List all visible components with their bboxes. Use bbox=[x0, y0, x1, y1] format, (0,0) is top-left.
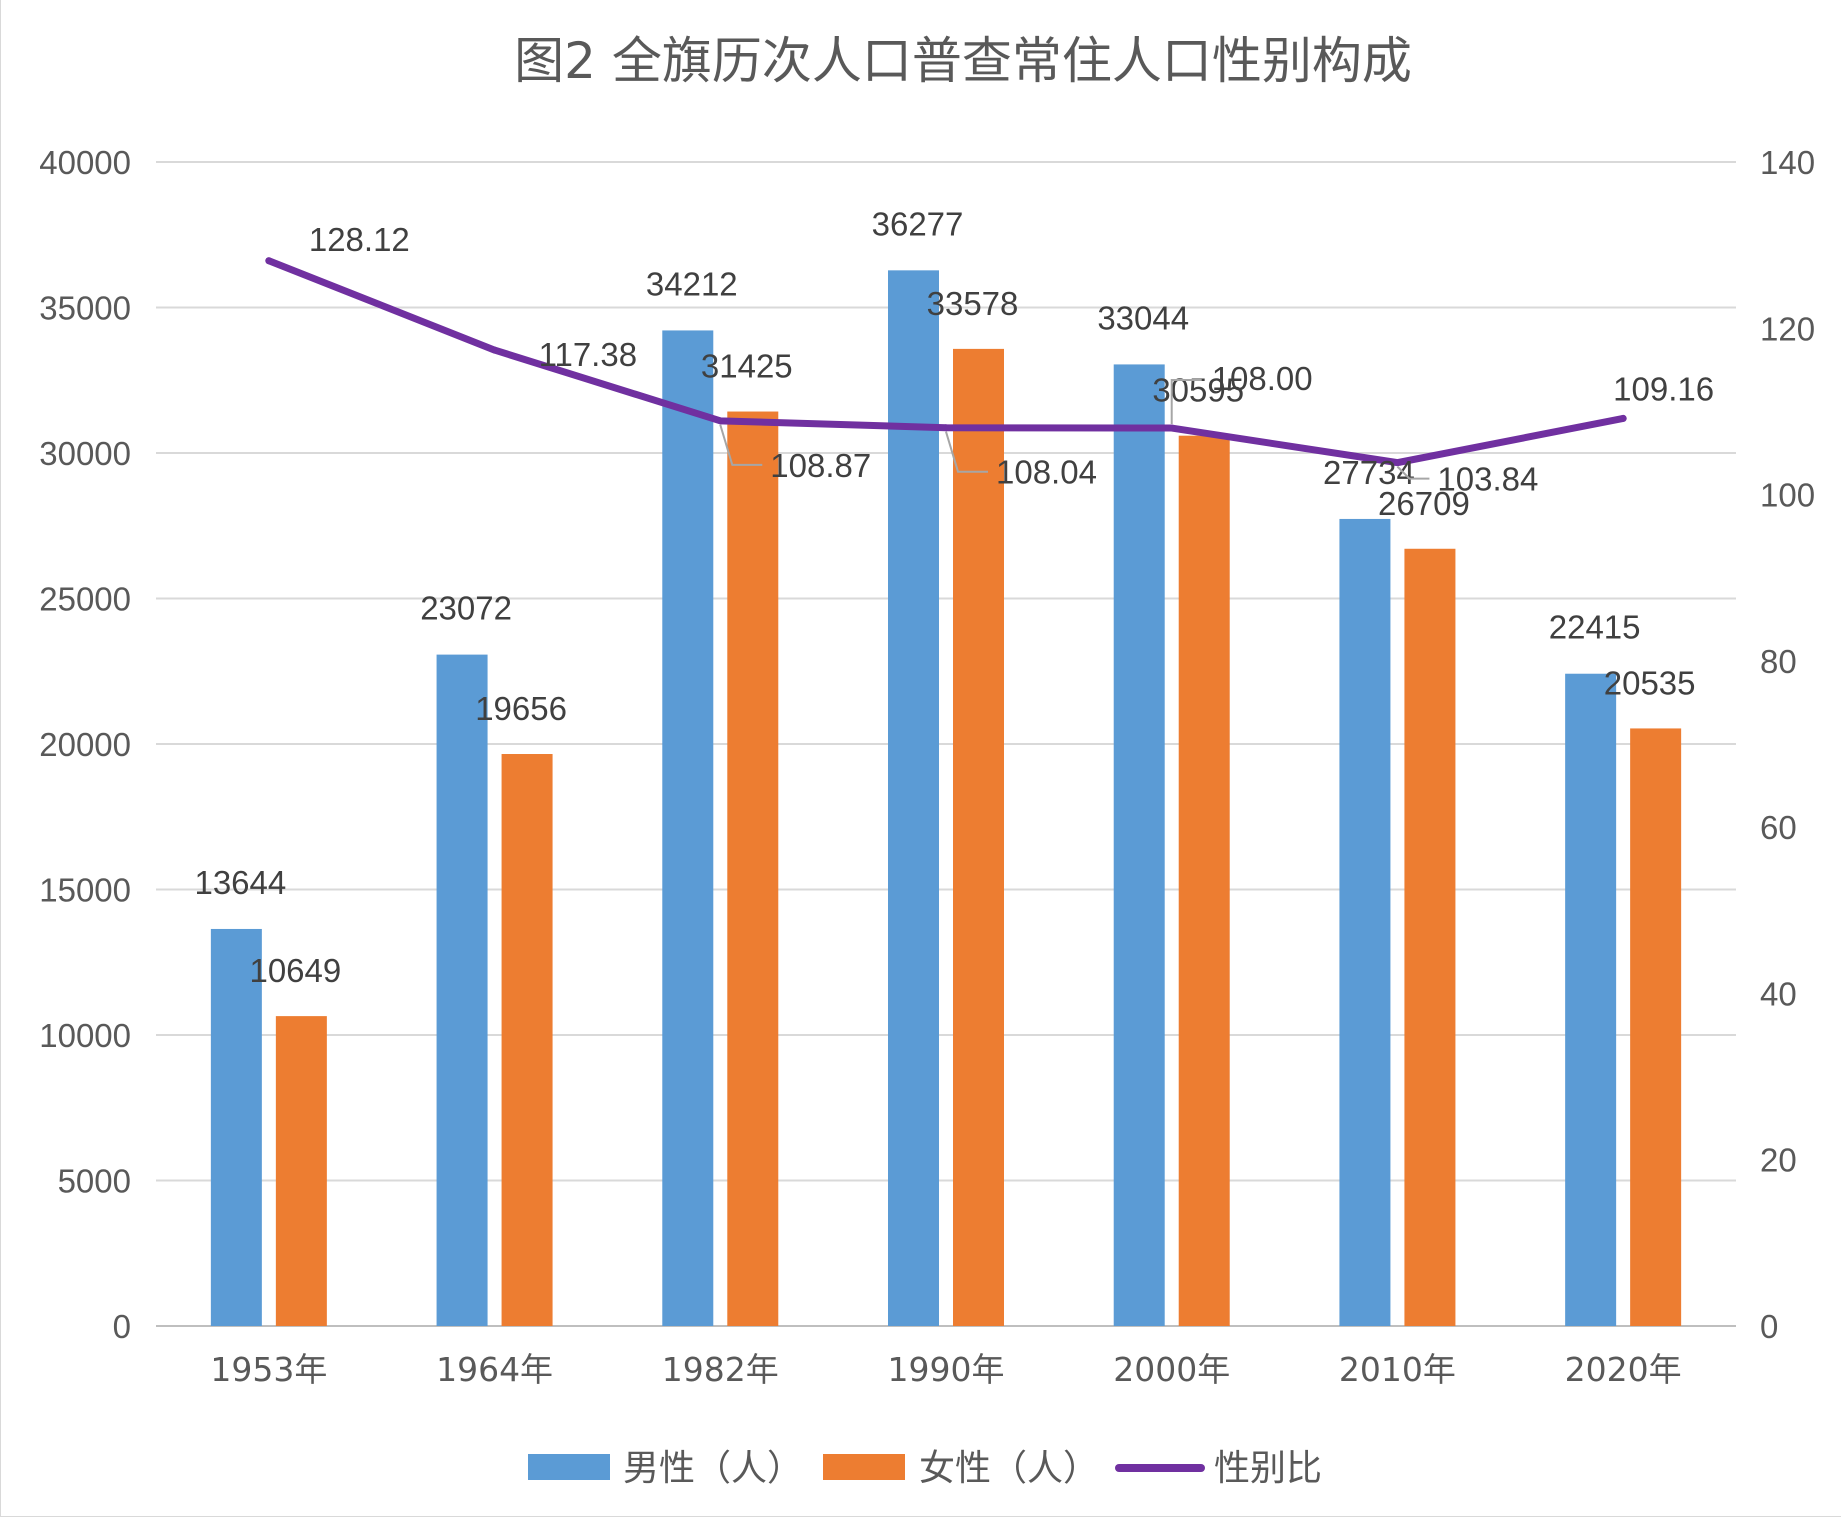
legend-label-female: 女性（人） bbox=[919, 1448, 1099, 1489]
male-data-label: 36277 bbox=[872, 205, 964, 242]
data-labels: 13644 10649 23072 19656 34212 31425 36277 33578… bbox=[194, 205, 1714, 989]
left-tick-label: 0 bbox=[113, 1308, 131, 1345]
ratio-data-label: 108.04 bbox=[996, 454, 1097, 491]
ratio-data-label: 103.84 bbox=[1437, 461, 1538, 498]
female-bar bbox=[1630, 728, 1682, 1326]
male-data-label: 22415 bbox=[1549, 609, 1641, 646]
legend-swatch-male bbox=[528, 1454, 610, 1480]
legend-swatch-female bbox=[823, 1454, 905, 1480]
right-tick-label: 40 bbox=[1760, 975, 1797, 1012]
left-tick-label: 15000 bbox=[39, 872, 131, 909]
male-data-label: 27734 bbox=[1323, 454, 1415, 491]
female-bar bbox=[1178, 435, 1230, 1326]
legend-label-ratio: 性别比 bbox=[1214, 1448, 1322, 1489]
legend-label-male: 男性（人） bbox=[623, 1448, 803, 1489]
right-axis-ticks: 0 20 40 60 80 100 120 140 bbox=[1760, 144, 1815, 1345]
female-data-label: 30595 bbox=[1152, 372, 1244, 409]
left-tick-label: 10000 bbox=[39, 1017, 131, 1054]
male-bar bbox=[1339, 518, 1391, 1326]
female-data-label: 20535 bbox=[1604, 664, 1696, 701]
ratio-data-label: 128.12 bbox=[309, 221, 410, 258]
male-data-label: 34212 bbox=[646, 265, 738, 302]
ratio-leader-line bbox=[945, 431, 988, 473]
ratio-data-label: 117.38 bbox=[539, 336, 637, 373]
male-data-label: 13644 bbox=[194, 864, 286, 901]
ratio-data-label: 109.16 bbox=[1613, 370, 1714, 407]
right-tick-label: 100 bbox=[1760, 477, 1815, 514]
category-labels: 1953年 1964年 1982年 1990年 2000年 2010年 2020年 bbox=[210, 1350, 1681, 1389]
male-bar bbox=[210, 928, 262, 1326]
sex-ratio-point bbox=[1619, 414, 1627, 422]
left-tick-label: 5000 bbox=[58, 1163, 131, 1200]
male-bar bbox=[662, 330, 714, 1326]
ratio-data-label: 108.00 bbox=[1212, 360, 1313, 397]
female-data-label: 19656 bbox=[475, 690, 567, 727]
right-tick-label: 120 bbox=[1760, 310, 1815, 347]
male-bar bbox=[436, 654, 488, 1326]
female-bar bbox=[275, 1016, 327, 1326]
right-tick-label: 140 bbox=[1760, 144, 1815, 181]
right-tick-label: 0 bbox=[1760, 1308, 1778, 1345]
category-label: 2020年 bbox=[1565, 1350, 1682, 1389]
sex-ratio-point bbox=[1393, 459, 1401, 467]
category-label: 2010年 bbox=[1339, 1350, 1456, 1389]
female-data-label: 10649 bbox=[249, 952, 341, 989]
female-bar bbox=[501, 754, 553, 1326]
left-tick-label: 40000 bbox=[39, 144, 131, 181]
category-label: 2000年 bbox=[1113, 1350, 1230, 1389]
left-tick-label: 35000 bbox=[39, 290, 131, 327]
left-tick-label: 30000 bbox=[39, 435, 131, 472]
chart-title: 图2 全旗历次人口普查常住人口性别构成 bbox=[514, 32, 1412, 90]
female-data-label: 26709 bbox=[1378, 485, 1470, 522]
category-label: 1982年 bbox=[662, 1350, 779, 1389]
category-label: 1964年 bbox=[436, 1350, 553, 1389]
female-bar bbox=[953, 348, 1004, 1326]
right-tick-label: 80 bbox=[1760, 643, 1797, 680]
legend: 男性（人） 女性（人） 性别比 bbox=[528, 1448, 1322, 1489]
category-label: 1990年 bbox=[888, 1350, 1005, 1389]
male-bar bbox=[1113, 364, 1165, 1327]
left-axis-ticks: 0 5000 10000 15000 20000 25000 30000 35000 40000 bbox=[39, 144, 131, 1345]
ratio-leader-line bbox=[1170, 379, 1202, 425]
male-bar bbox=[888, 270, 939, 1326]
female-bar bbox=[1404, 548, 1456, 1326]
sex-ratio-point bbox=[491, 346, 499, 354]
right-tick-label: 20 bbox=[1760, 1142, 1797, 1179]
female-data-label: 31425 bbox=[701, 348, 793, 385]
bars bbox=[210, 270, 1682, 1327]
left-tick-label: 25000 bbox=[39, 581, 131, 618]
sex-ratio-line-layer bbox=[265, 257, 1627, 467]
female-data-label: 33578 bbox=[927, 285, 1019, 322]
female-bar bbox=[727, 411, 779, 1327]
left-tick-label: 20000 bbox=[39, 726, 131, 763]
sex-ratio-point bbox=[716, 417, 724, 425]
category-label: 1953年 bbox=[210, 1350, 327, 1389]
sex-ratio-point bbox=[265, 257, 273, 265]
ratio-leader-line bbox=[1396, 465, 1430, 480]
ratio-data-label: 108.87 bbox=[770, 447, 871, 484]
sex-ratio-point bbox=[1168, 424, 1176, 432]
male-data-label: 23072 bbox=[420, 590, 512, 627]
male-bar bbox=[1565, 673, 1617, 1326]
sex-ratio-point bbox=[942, 424, 950, 432]
right-tick-label: 60 bbox=[1760, 809, 1797, 846]
male-data-label: 33044 bbox=[1097, 299, 1189, 336]
ratio-leader-line bbox=[719, 424, 763, 466]
gridlines bbox=[156, 161, 1736, 1327]
